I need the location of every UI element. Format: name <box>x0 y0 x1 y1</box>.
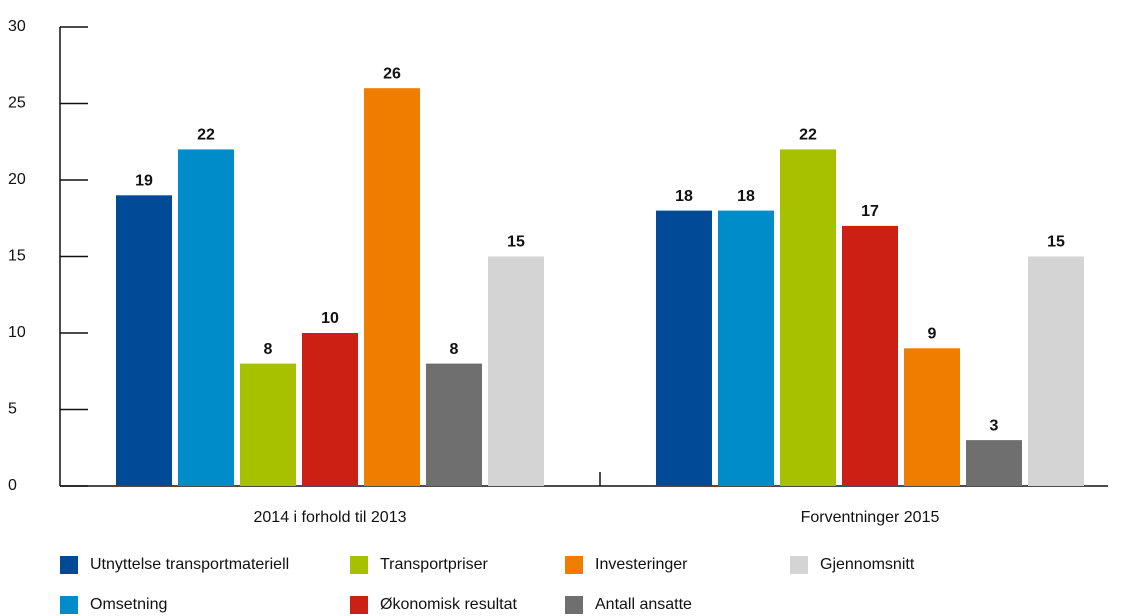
x-tick-label: Forventninger 2015 <box>801 509 940 526</box>
legend-swatch <box>60 596 78 614</box>
y-tick-label: 0 <box>8 477 17 494</box>
legend-swatch <box>565 596 583 614</box>
x-tick-label: 2014 i forhold til 2013 <box>254 509 407 526</box>
value-label: 22 <box>799 127 817 144</box>
value-label: 10 <box>321 310 339 327</box>
legend-label: Utnyttelse transportmateriell <box>90 556 289 573</box>
legend-label: Antall ansatte <box>595 596 692 613</box>
value-label: 3 <box>990 417 999 434</box>
legend-label: Omsetning <box>90 596 167 613</box>
bar <box>488 256 544 486</box>
value-label: 17 <box>861 203 879 220</box>
legend-label: Transportpriser <box>380 556 489 573</box>
value-label: 8 <box>264 341 273 358</box>
bar <box>718 210 774 486</box>
value-label: 18 <box>737 188 755 205</box>
bar <box>116 195 172 487</box>
value-label: 15 <box>507 234 525 251</box>
y-tick-label: 5 <box>8 401 17 418</box>
legend-swatch <box>565 556 583 574</box>
value-label: 22 <box>197 127 215 144</box>
legend-swatch <box>350 596 368 614</box>
bar <box>780 149 836 486</box>
bar <box>966 440 1022 486</box>
y-tick-label: 20 <box>8 171 26 188</box>
bar <box>842 225 898 486</box>
legend-label: Investeringer <box>595 556 688 573</box>
bar <box>426 363 482 486</box>
legend-label: Gjennomsnitt <box>820 556 915 573</box>
legend-label: Økonomisk resultat <box>380 596 517 613</box>
value-label: 18 <box>675 188 693 205</box>
value-label: 26 <box>383 65 401 82</box>
legend-swatch <box>350 556 368 574</box>
bar <box>240 363 296 486</box>
value-label: 8 <box>450 341 459 358</box>
value-label: 15 <box>1047 234 1065 251</box>
bar <box>178 149 234 486</box>
y-tick-label: 25 <box>8 95 26 112</box>
value-label: 9 <box>928 326 937 343</box>
y-tick-label: 30 <box>8 18 26 35</box>
bar <box>1028 256 1084 486</box>
bar <box>302 333 358 486</box>
legend-swatch <box>60 556 78 574</box>
bar <box>656 210 712 486</box>
y-tick-label: 10 <box>8 324 26 341</box>
bar <box>904 348 960 486</box>
value-label: 19 <box>135 173 153 190</box>
bar <box>364 88 420 486</box>
y-tick-label: 15 <box>8 248 26 265</box>
legend-swatch <box>790 556 808 574</box>
